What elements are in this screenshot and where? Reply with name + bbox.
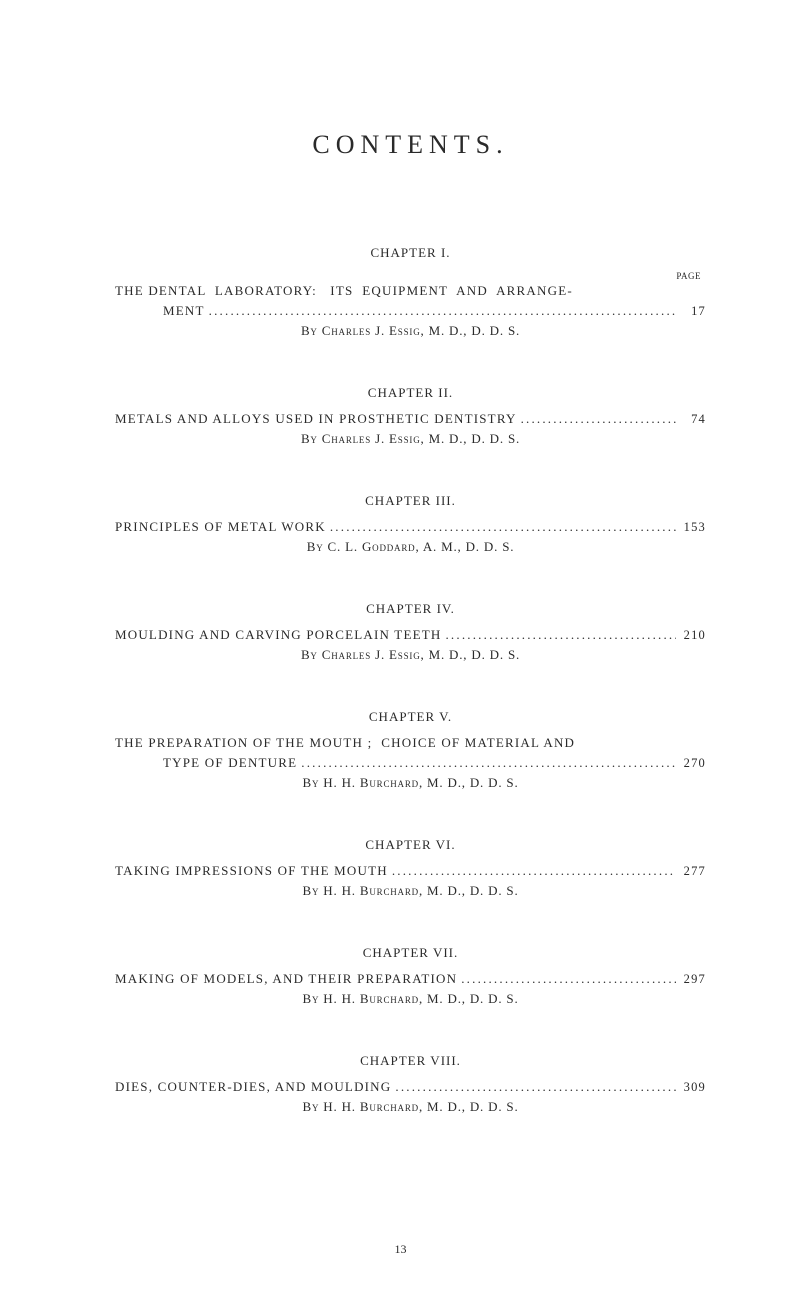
chapter-block: CHAPTER VII. MAKING OF MODELS, AND THEIR …	[115, 945, 706, 1007]
toc-entry-text: TYPE OF DENTURE	[163, 755, 297, 771]
toc-leader-dots: ........................................…	[457, 971, 676, 987]
toc-page-number: 297	[676, 972, 706, 987]
chapter-heading: CHAPTER V.	[115, 709, 706, 725]
author-name-sc: By C. L. Goddard, A. M., D. D. S.	[307, 539, 515, 554]
chapter-block: CHAPTER IV. MOULDING AND CARVING PORCELAI…	[115, 601, 706, 663]
chapter-block: CHAPTER VIII. DIES, COUNTER-DIES, AND MOU…	[115, 1053, 706, 1115]
toc-page-number: 210	[676, 628, 706, 643]
chapter-block: CHAPTER VI. TAKING IMPRESSIONS OF THE MOU…	[115, 837, 706, 899]
toc-page-number: 153	[676, 520, 706, 535]
toc-page-number: 74	[676, 412, 706, 427]
toc-entry-line: MAKING OF MODELS, AND THEIR PREPARATION.…	[115, 971, 706, 987]
toc-entry-continuation: TYPE OF DENTURE.........................…	[115, 755, 706, 771]
toc-entry-line: METALS AND ALLOYS USED IN PROSTHETIC DEN…	[115, 411, 706, 427]
toc-entry-text: THE DENTAL LABORATORY: ITS EQUIPMENT AND…	[115, 283, 573, 299]
chapter-author: By Charles J. Essig, M. D., D. D. S.	[115, 323, 706, 339]
author-name-sc: By Charles J. Essig, M. D., D. D. S.	[301, 323, 520, 338]
toc-entry-line: DIES, COUNTER-DIES, AND MOULDING........…	[115, 1079, 706, 1095]
chapter-heading: CHAPTER VI.	[115, 837, 706, 853]
toc-entry-text: MENT	[163, 303, 205, 319]
toc-entry-text: METALS AND ALLOYS USED IN PROSTHETIC DEN…	[115, 411, 517, 427]
toc-leader-dots: ........................................…	[391, 1079, 676, 1095]
chapter-heading: CHAPTER VII.	[115, 945, 706, 961]
toc-entry-text: MOULDING AND CARVING PORCELAIN TEETH	[115, 627, 441, 643]
chapter-author: By H. H. Burchard, M. D., D. D. S.	[115, 1099, 706, 1115]
toc-page-number: 270	[676, 756, 706, 771]
toc-entry-line: THE PREPARATION OF THE MOUTH ; CHOICE OF…	[115, 735, 706, 751]
page-title: CONTENTS.	[115, 130, 706, 160]
toc-leader-dots: ........................................…	[517, 411, 676, 427]
toc-entry-line: MOULDING AND CARVING PORCELAIN TEETH....…	[115, 627, 706, 643]
chapter-heading: CHAPTER I.	[115, 245, 706, 261]
chapters-list: CHAPTER I. PAGE THE DENTAL LABORATORY: ITS…	[115, 245, 706, 1115]
chapter-author: By H. H. Burchard, M. D., D. D. S.	[115, 775, 706, 791]
page-label: PAGE	[115, 271, 706, 281]
author-name-sc: By H. H. Burchard, M. D., D. D. S.	[302, 1099, 518, 1114]
toc-leader-dots: ........................................…	[205, 303, 676, 319]
chapter-author: By H. H. Burchard, M. D., D. D. S.	[115, 883, 706, 899]
toc-page-number: 309	[676, 1080, 706, 1095]
toc-entry-continuation: MENT....................................…	[115, 303, 706, 319]
toc-leader-dots: ........................................…	[326, 519, 676, 535]
toc-entry-text: TAKING IMPRESSIONS OF THE MOUTH	[115, 863, 388, 879]
chapter-author: By Charles J. Essig, M. D., D. D. S.	[115, 431, 706, 447]
toc-entry-line: PRINCIPLES OF METAL WORK................…	[115, 519, 706, 535]
toc-entry-line: TAKING IMPRESSIONS OF THE MOUTH.........…	[115, 863, 706, 879]
chapter-heading: CHAPTER IV.	[115, 601, 706, 617]
author-name-sc: By Charles J. Essig, M. D., D. D. S.	[301, 431, 520, 446]
author-name-sc: By H. H. Burchard, M. D., D. D. S.	[302, 775, 518, 790]
page-footer-number: 13	[0, 1242, 801, 1257]
chapter-author: By Charles J. Essig, M. D., D. D. S.	[115, 647, 706, 663]
chapter-block: CHAPTER III. PRINCIPLES OF METAL WORK....…	[115, 493, 706, 555]
author-name-sc: By H. H. Burchard, M. D., D. D. S.	[302, 883, 518, 898]
toc-entry-line: THE DENTAL LABORATORY: ITS EQUIPMENT AND…	[115, 283, 706, 299]
toc-leader-dots: ........................................…	[297, 755, 676, 771]
toc-page-number: 277	[676, 864, 706, 879]
author-name-sc: By Charles J. Essig, M. D., D. D. S.	[301, 647, 520, 662]
toc-page-number: 17	[676, 304, 706, 319]
chapter-heading: CHAPTER VIII.	[115, 1053, 706, 1069]
toc-entry-text: DIES, COUNTER-DIES, AND MOULDING	[115, 1079, 391, 1095]
chapter-block: CHAPTER II. METALS AND ALLOYS USED IN PRO…	[115, 385, 706, 447]
author-name-sc: By H. H. Burchard, M. D., D. D. S.	[302, 991, 518, 1006]
toc-entry-text: MAKING OF MODELS, AND THEIR PREPARATION	[115, 971, 457, 987]
toc-entry-text: PRINCIPLES OF METAL WORK	[115, 519, 326, 535]
chapter-block: CHAPTER V. THE PREPARATION OF THE MOUTH ;…	[115, 709, 706, 791]
toc-leader-dots: ........................................…	[388, 863, 676, 879]
toc-entry-text: THE PREPARATION OF THE MOUTH ; CHOICE OF…	[115, 735, 575, 751]
chapter-block: CHAPTER I. PAGE THE DENTAL LABORATORY: ITS…	[115, 245, 706, 339]
chapter-author: By C. L. Goddard, A. M., D. D. S.	[115, 539, 706, 555]
toc-leader-dots: ........................................…	[441, 627, 676, 643]
chapter-heading: CHAPTER III.	[115, 493, 706, 509]
chapter-author: By H. H. Burchard, M. D., D. D. S.	[115, 991, 706, 1007]
chapter-heading: CHAPTER II.	[115, 385, 706, 401]
